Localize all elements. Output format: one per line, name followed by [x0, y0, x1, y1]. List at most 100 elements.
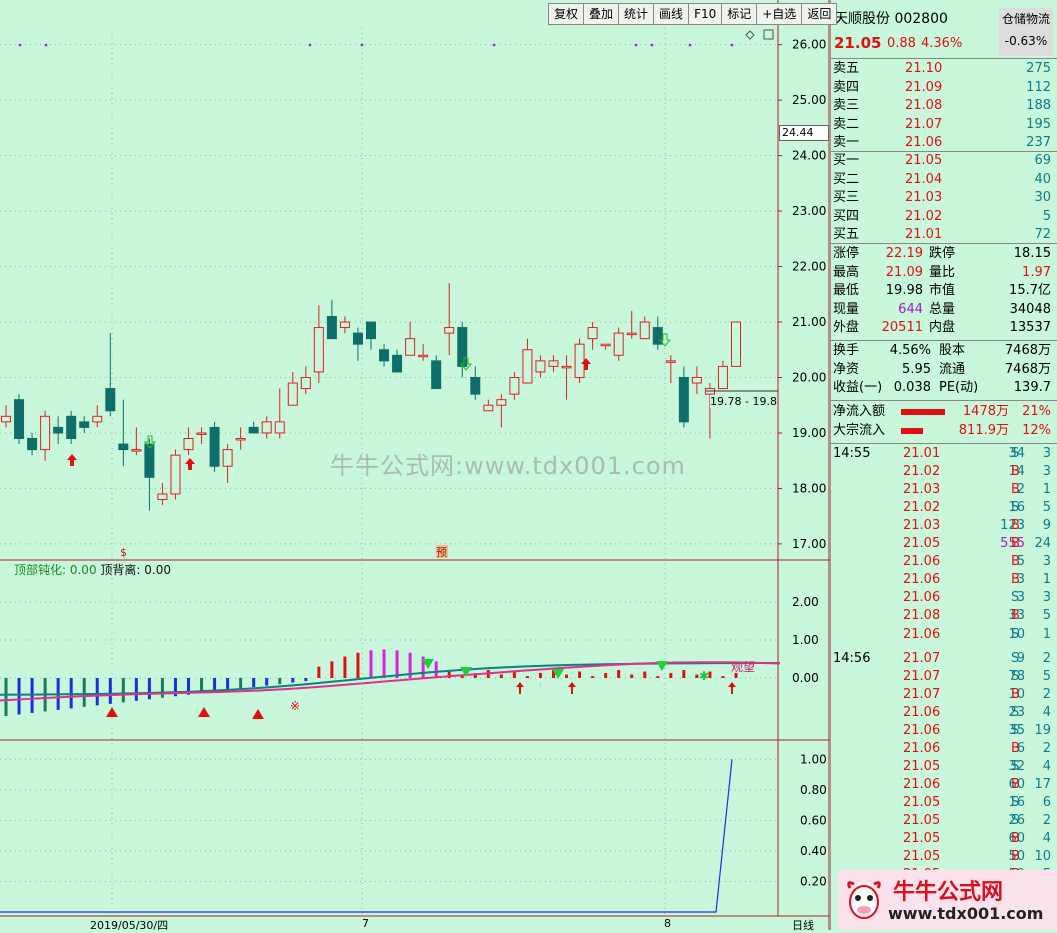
toolbar-button-7[interactable]: 返回 — [802, 3, 838, 25]
tick-price: 21.02 — [903, 464, 941, 480]
tick-side: B — [1011, 464, 1020, 480]
flow-label: 大宗流入 — [833, 423, 886, 438]
toolbar-button-4[interactable]: F10 — [689, 3, 723, 25]
flow-label: 净流入额 — [833, 404, 886, 419]
ask-row: 卖四 21.09 112 — [831, 79, 1055, 97]
down-triangle-icon — [460, 667, 472, 677]
last-price: 21.05 — [834, 34, 882, 52]
stat-row: 外盘 20511 内盘 13537 — [831, 319, 1055, 337]
stat-value: 15.7亿 — [1009, 283, 1051, 299]
stat-value: 22.19 — [885, 246, 923, 261]
candle-body — [509, 376, 520, 395]
tick-count: 1 — [1042, 626, 1051, 642]
divider — [831, 340, 1057, 341]
candle-body — [731, 321, 741, 367]
candle-body — [600, 343, 611, 347]
stat-label: 市值 — [929, 283, 956, 299]
tick-price: 21.06 — [903, 590, 941, 606]
small-up-arrow-icon — [516, 682, 524, 694]
price-tick-label: 26.00 — [792, 38, 826, 52]
candle-body — [248, 426, 259, 434]
tick-side: B — [1011, 686, 1020, 702]
stat-value: 139.7 — [1013, 380, 1051, 396]
toolbar-button-3[interactable]: 画线 — [654, 3, 690, 25]
bid-label: 买二 — [833, 171, 860, 187]
divider — [831, 151, 1057, 152]
candle-body — [587, 327, 598, 340]
tick-price: 21.06 — [903, 572, 941, 588]
flow-percent: 21% — [1022, 404, 1051, 419]
signal-dot — [492, 43, 496, 47]
candle-body — [561, 365, 572, 369]
tick-volume: 16 — [1008, 794, 1025, 810]
ask-price: 21.09 — [905, 79, 943, 95]
tick-count: 5 — [1042, 608, 1051, 624]
tick-price: 21.08 — [903, 608, 941, 624]
tick-count: 4 — [1042, 831, 1051, 847]
candle-body — [326, 315, 337, 340]
candle-body — [209, 426, 220, 467]
star-marker-icon: ✱ — [699, 669, 709, 683]
tick-price: 21.05 — [903, 536, 941, 552]
tick-volume: 3 — [1016, 590, 1025, 606]
kline-chart[interactable]: 26.00 25.00 24.00 23.00 22.00 21.00 20.00 19.00… — [0, 0, 830, 930]
ask-row: 卖一 21.06 237 — [831, 134, 1055, 152]
tick-time: 14:56 — [833, 650, 871, 666]
stat-label: 跌停 — [929, 246, 956, 261]
candle-body — [496, 399, 507, 406]
ask-label: 卖二 — [833, 116, 860, 132]
tick-side: S — [1011, 668, 1020, 684]
window-icon — [763, 29, 774, 40]
candle-body — [535, 360, 546, 373]
bid-volume: 5 — [1042, 208, 1051, 224]
ask-price: 21.10 — [905, 61, 943, 76]
toolbar-button-2[interactable]: 统计 — [619, 3, 655, 25]
tick-side: B — [1011, 740, 1020, 756]
toolbar-button-6[interactable]: +自选 — [757, 3, 803, 25]
tick-count: 19 — [1034, 722, 1051, 738]
toolbar-button-1[interactable]: 叠加 — [584, 3, 620, 25]
tick-volume: 2 — [1016, 482, 1025, 498]
price-tick-label: 17.00 — [792, 537, 826, 551]
flow-bar — [901, 409, 945, 415]
price-tick-label: 25.00 — [792, 93, 826, 107]
signal-dot — [308, 43, 312, 47]
center-watermark: 牛牛公式网:www.tdx001.com — [330, 452, 686, 480]
bid-row: 买四 21.02 5 — [831, 208, 1055, 226]
candle-body — [405, 338, 416, 356]
ask-price: 21.07 — [905, 116, 943, 132]
candle-body — [352, 332, 363, 345]
candle-body — [261, 421, 272, 434]
period-label[interactable]: 日线 — [792, 919, 814, 932]
divider — [831, 243, 1057, 244]
candle-body — [27, 438, 38, 451]
tick-volume: 23 — [1008, 704, 1025, 720]
bid-price: 21.04 — [905, 171, 943, 187]
stat-label: 收益(一) — [833, 380, 883, 396]
toolbar-button-5[interactable]: 标记 — [722, 3, 758, 25]
divider — [831, 443, 1057, 444]
tick-row: 21.03 123 B 9 — [831, 517, 1055, 535]
stat-label: 量比 — [929, 264, 956, 280]
stat-value: 7468万 — [1004, 361, 1051, 377]
tick-price: 21.05 — [903, 758, 941, 774]
toolbar-button-0[interactable]: 复权 — [548, 3, 585, 25]
bid-volume: 30 — [1034, 190, 1051, 206]
price-tick-label: 22.00 — [792, 260, 826, 274]
lower-tick-label: 0.60 — [800, 813, 827, 827]
candle-body — [431, 360, 442, 390]
candle-body — [92, 415, 103, 423]
stat-value: 21.09 — [885, 264, 923, 280]
signal-dot — [44, 43, 48, 47]
bid-label: 买三 — [833, 190, 860, 206]
candle-body — [444, 327, 455, 334]
sector-tag[interactable]: 仓储物流 -0.63% — [999, 8, 1053, 56]
ask-volume: 112 — [1026, 79, 1051, 95]
candle-body — [144, 443, 155, 478]
stat-label: 最低 — [833, 283, 860, 299]
bid-row: 买三 21.03 30 — [831, 189, 1055, 207]
candle-body — [274, 421, 285, 434]
indicator-tick-label: 1.00 — [792, 633, 819, 647]
ask-row: 卖三 21.08 188 — [831, 97, 1055, 115]
candle-body — [118, 443, 129, 451]
